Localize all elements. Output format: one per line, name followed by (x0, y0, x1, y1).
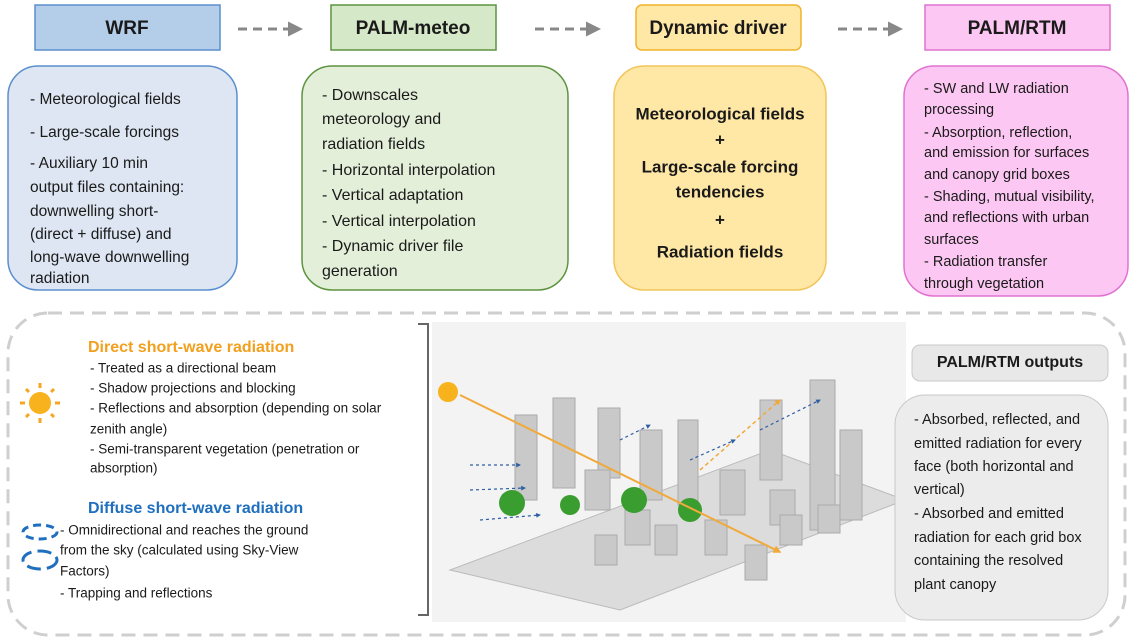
box-text: (direct + diffuse) and (30, 226, 171, 243)
box-text: - Auxiliary 10 min (30, 155, 148, 172)
box-text: tendencies (676, 182, 765, 201)
box-text: and reflections with urban (924, 210, 1089, 226)
box-text: output files containing: (30, 179, 184, 196)
outputs-text: - Absorbed, reflected, and (914, 412, 1080, 428)
sun-icon (20, 383, 60, 423)
box-text: downwelling short- (30, 203, 158, 220)
section-text: - Treated as a directional beam (90, 361, 276, 376)
box-text: long-wave downwelling (30, 249, 189, 266)
section-text: Factors) (60, 564, 110, 579)
outputs-title: PALM/RTM outputs (937, 354, 1083, 371)
box-text: and emission for surfaces (924, 145, 1089, 161)
box-text: + (715, 130, 725, 149)
section-text: absorption) (90, 461, 158, 476)
header-title: PALM-meteo (356, 18, 471, 39)
city-illustration (432, 322, 907, 622)
section-text: - Semi-transparent vegetation (penetrati… (90, 442, 360, 457)
box-text: and canopy grid boxes (924, 167, 1070, 183)
box-text: processing (924, 102, 994, 118)
outputs-title-box (911, 344, 1109, 382)
diffuse-icon (21, 523, 59, 571)
box-text: + (715, 210, 725, 229)
box-text: - Shading, mutual visibility, (924, 189, 1095, 205)
outputs-text: containing the resolved (914, 553, 1063, 569)
section-text: - Trapping and reflections (60, 586, 213, 601)
box-text: - Meteorological fields (30, 91, 181, 108)
header-title: Dynamic driver (649, 18, 787, 39)
header-box (635, 4, 802, 51)
box-text: surfaces (924, 232, 979, 248)
box-text: - SW and LW radiation (924, 81, 1069, 97)
section-text: - Omnidirectional and reaches the ground (60, 523, 308, 538)
content-box (7, 65, 238, 291)
header-box (330, 4, 497, 51)
outputs-text: radiation for each grid box (914, 530, 1082, 546)
bracket (418, 323, 429, 616)
content-box (613, 65, 827, 291)
outputs-text: emitted radiation for every (914, 436, 1082, 452)
outputs-text: plant canopy (914, 577, 997, 593)
section-text: - Reflections and absorption (depending … (90, 401, 382, 416)
section-title: Diffuse short-wave radiation (88, 500, 303, 517)
box-text: Radiation fields (657, 242, 784, 261)
section-text: from the sky (calculated using Sky-View (60, 543, 299, 558)
outputs-text: face (both horizontal and (914, 459, 1074, 475)
panel-frame (6, 311, 1127, 637)
section-text: - Shadow projections and blocking (90, 381, 296, 396)
section-text: zenith angle) (90, 422, 167, 437)
outputs-text: - Absorbed and emitted (914, 506, 1064, 522)
header-box (924, 4, 1111, 51)
box-text: Meteorological fields (635, 104, 804, 123)
box-text: generation (322, 263, 398, 280)
outputs-text: vertical) (914, 482, 965, 498)
outputs-box (894, 394, 1109, 621)
header-box (34, 4, 221, 51)
box-text: - Downscales (322, 87, 418, 104)
box-text: - Horizontal interpolation (322, 162, 495, 179)
box-text: through vegetation (924, 276, 1044, 292)
box-text: - Absorption, reflection, (924, 125, 1072, 141)
box-text: - Large-scale forcings (30, 124, 179, 141)
content-box (903, 65, 1129, 297)
box-text: - Radiation transfer (924, 254, 1047, 270)
box-text: - Dynamic driver file (322, 238, 463, 255)
box-text: radiation fields (322, 136, 425, 153)
content-box (301, 65, 569, 291)
box-text: radiation (30, 270, 89, 287)
header-title: PALM/RTM (968, 18, 1067, 39)
header-title: WRF (105, 18, 148, 39)
box-text: - Vertical interpolation (322, 213, 476, 230)
box-text: Large-scale forcing (642, 157, 799, 176)
section-title: Direct short-wave radiation (88, 339, 294, 356)
box-text: - Vertical adaptation (322, 187, 463, 204)
box-text: meteorology and (322, 111, 441, 128)
